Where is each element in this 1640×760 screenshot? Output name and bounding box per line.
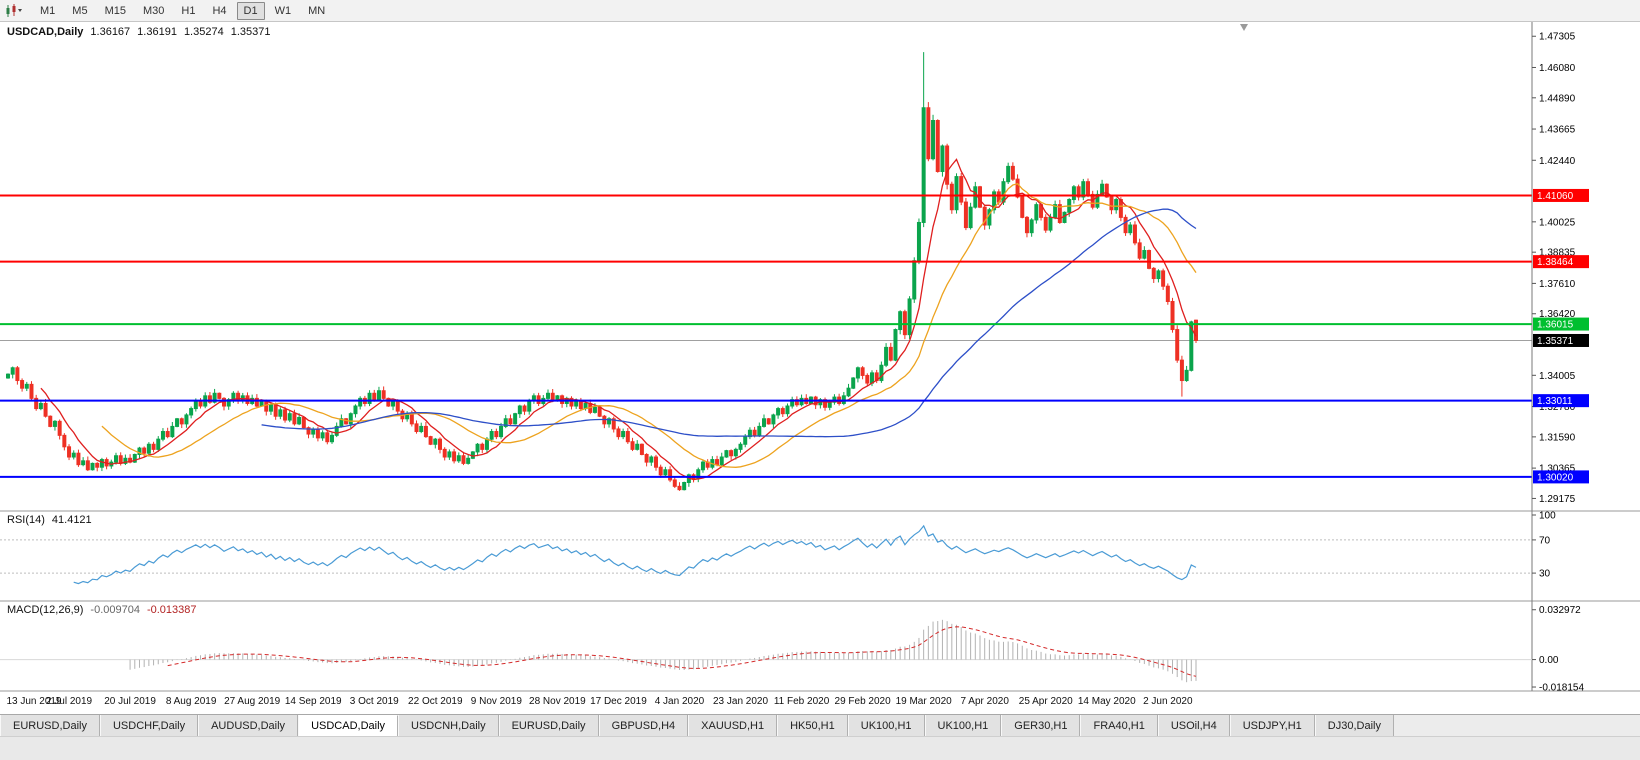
rsi-axis-tick: 70 — [1539, 535, 1551, 546]
timeframe-button-m15[interactable]: M15 — [104, 4, 126, 17]
chart-tab-dj30-daily[interactable]: DJ30,Daily — [1314, 715, 1394, 736]
svg-text:1.36420: 1.36420 — [1539, 309, 1576, 320]
svg-text:1.30020: 1.30020 — [1537, 472, 1574, 483]
date-label: 20 Jul 2019 — [104, 696, 156, 707]
chart-tabs-bar: EURUSD,Daily USDCHF,Daily AUDUSD,Daily USDC… — [0, 714, 1640, 736]
chart-tab-usdjpy-h1[interactable]: USDJPY,H1 — [1229, 715, 1315, 736]
macd-axis-tick: 0.032972 — [1539, 605, 1581, 616]
svg-text:1.31590: 1.31590 — [1539, 432, 1576, 443]
moving-average-55 — [261, 208, 1197, 438]
macd-signal-line — [167, 626, 1197, 677]
bottom-filler — [0, 736, 1640, 760]
chart-tab-uk100-h1[interactable]: UK100,H1 — [924, 715, 1002, 736]
chart-tab-xauusd-h1[interactable]: XAUUSD,H1 — [688, 715, 778, 736]
chart-tab-hk50-h1[interactable]: HK50,H1 — [777, 715, 848, 736]
svg-text:1.30365: 1.30365 — [1539, 464, 1576, 475]
svg-text:1.42440: 1.42440 — [1539, 156, 1576, 167]
date-label: 2 Jul 2019 — [46, 696, 93, 707]
svg-text:1.38835: 1.38835 — [1539, 248, 1576, 259]
svg-text:1.38464: 1.38464 — [1537, 257, 1574, 268]
macd-histogram — [129, 619, 1197, 683]
svg-text:1.32780: 1.32780 — [1539, 402, 1576, 413]
timeframe-toolbar: M1 M5 M15 M30 H1 H4 D1 W1 MN — [0, 0, 1640, 22]
date-label: 2 Jun 2020 — [1143, 696, 1193, 707]
date-label: 7 Apr 2020 — [961, 696, 1010, 707]
price-badge-1.38464 — [1533, 255, 1589, 269]
date-label: 25 Apr 2020 — [1019, 696, 1073, 707]
price-badge-1.30020 — [1533, 470, 1589, 484]
timeframe-button-mn[interactable]: MN — [308, 4, 326, 17]
date-label: 29 Feb 2020 — [835, 696, 892, 707]
timeframe-button-h4[interactable]: H4 — [212, 4, 227, 17]
date-label: 11 Feb 2020 — [774, 696, 830, 707]
timeframe-button-m5[interactable]: M5 — [72, 4, 88, 17]
chart-tab-fra40-h1[interactable]: FRA40,H1 — [1080, 715, 1158, 736]
rsi-axis-tick: 30 — [1539, 569, 1551, 580]
timeframe-button-w1[interactable]: W1 — [274, 4, 292, 17]
date-label: 28 Nov 2019 — [529, 696, 586, 707]
svg-text:1.29175: 1.29175 — [1539, 494, 1576, 505]
chart-tab-usoil-h4[interactable]: USOil,H4 — [1157, 715, 1230, 736]
macd-axis-tick: 0.00 — [1539, 655, 1559, 666]
candles-group — [6, 52, 1198, 491]
timeframe-button-m30[interactable]: M30 — [142, 4, 165, 17]
date-label: 22 Oct 2019 — [408, 696, 463, 707]
svg-text:1.40025: 1.40025 — [1539, 217, 1576, 228]
chart-tab-uk100-h1[interactable]: UK100,H1 — [847, 715, 925, 736]
date-label: 17 Dec 2019 — [590, 696, 647, 707]
chart-tab-eurusd-daily[interactable]: EURUSD,Daily — [0, 715, 100, 736]
chart-area[interactable]: 1.47305 1.46080 1.44890 1.43665 1.42440 1.400… — [0, 22, 1640, 714]
chart-tab-usdcad-daily[interactable]: USDCAD,Daily — [298, 715, 399, 736]
chart-tab-usdcnh-daily[interactable]: USDCNH,Daily — [398, 715, 499, 736]
svg-text:1.43665: 1.43665 — [1539, 125, 1576, 136]
timeframe-button-d1[interactable]: D1 — [236, 1, 265, 20]
chart-tab-usdchf-daily[interactable]: USDCHF,Daily — [99, 715, 199, 736]
svg-text:1.36015: 1.36015 — [1537, 320, 1574, 331]
chart-shift-marker-icon — [1240, 24, 1248, 31]
timeframe-button-h1[interactable]: H1 — [181, 4, 196, 17]
svg-text:1.46080: 1.46080 — [1539, 63, 1576, 74]
price-badge-1.33011 — [1533, 394, 1589, 408]
svg-text:1.41060: 1.41060 — [1537, 191, 1574, 202]
date-label: 4 Jan 2020 — [655, 696, 705, 707]
svg-text:1.33011: 1.33011 — [1537, 396, 1573, 407]
chart-tab-eurusd-daily[interactable]: EURUSD,Daily — [498, 715, 599, 736]
moving-average-21 — [101, 182, 1197, 468]
date-label: 27 Aug 2019 — [224, 696, 281, 707]
date-label: 23 Jan 2020 — [713, 696, 768, 707]
candlestick-chart-icon[interactable] — [4, 3, 24, 19]
price-badge-1.35371 — [1533, 333, 1589, 347]
svg-text:1.37610: 1.37610 — [1539, 279, 1576, 290]
chart-tab-ger30-h1[interactable]: GER30,H1 — [1001, 715, 1081, 736]
date-label: 8 Aug 2019 — [166, 696, 217, 707]
date-label: 13 Jun 2019 — [6, 696, 61, 707]
chart-tab-audusd-daily[interactable]: AUDUSD,Daily — [198, 715, 299, 736]
date-label: 14 Sep 2019 — [285, 696, 342, 707]
price-badge-1.41060 — [1533, 188, 1589, 202]
svg-text:1.35371: 1.35371 — [1537, 336, 1574, 347]
svg-text:1.44890: 1.44890 — [1539, 93, 1576, 104]
timeframe-button-m1[interactable]: M1 — [40, 4, 56, 17]
date-label: 3 Oct 2019 — [350, 696, 399, 707]
chart-tab-gbpusd-h4[interactable]: GBPUSD,H4 — [598, 715, 689, 736]
price-axis[interactable]: 1.47305 1.46080 1.44890 1.43665 1.42440 1.400… — [1532, 32, 1589, 505]
moving-average-8 — [40, 158, 1197, 481]
rsi-line — [73, 524, 1197, 585]
date-label: 19 Mar 2020 — [896, 696, 953, 707]
price-badge-1.36015 — [1533, 317, 1589, 331]
svg-text:1.47305: 1.47305 — [1539, 32, 1576, 43]
date-label: 9 Nov 2019 — [471, 696, 523, 707]
date-label: 14 May 2020 — [1078, 696, 1136, 707]
svg-text:1.34005: 1.34005 — [1539, 371, 1576, 382]
macd-axis-tick: -0.018154 — [1539, 683, 1584, 694]
price-chart[interactable]: 1.47305 1.46080 1.44890 1.43665 1.42440 1.400… — [0, 22, 1640, 714]
rsi-axis-tick: 100 — [1539, 511, 1556, 522]
